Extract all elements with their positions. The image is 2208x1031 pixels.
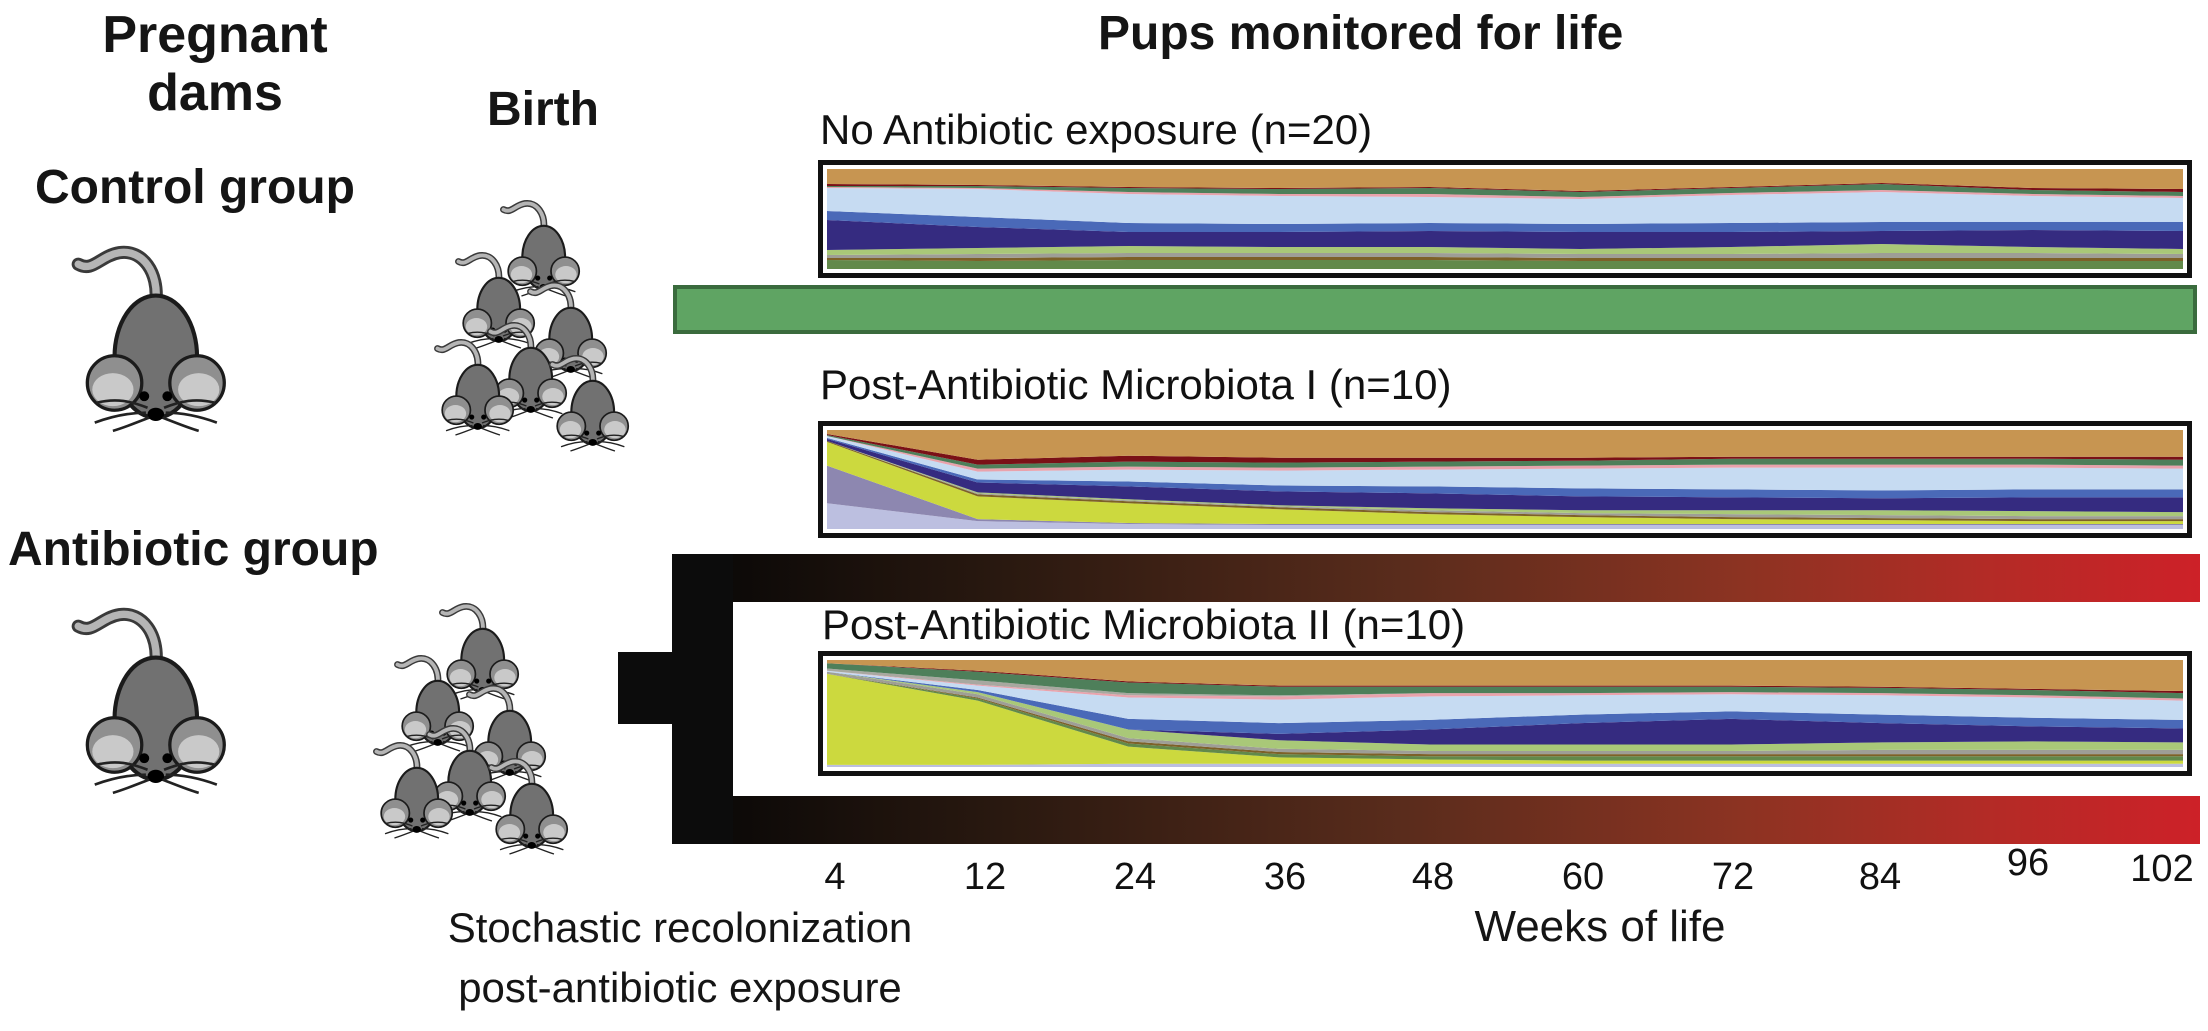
chart-post-antibiotic-1 [818,421,2192,538]
pup-icon [548,350,634,451]
area-series-steel-blue [827,671,2183,734]
stacked-area-chart [827,660,2183,767]
area-series-steel-blue [827,211,2183,232]
control-dam-mouse-icon [70,236,235,431]
chart-post-antibiotic-2 [818,651,2192,776]
area-series-sea-green [827,184,2183,197]
area-series-navy [827,220,2183,250]
chart-title-no-antibiotic: No Antibiotic exposure (n=20) [820,106,1373,153]
area-series-pale-lavender [827,503,2183,529]
area-series-dark-red [827,183,2183,192]
area-series-gray [827,253,2183,258]
stochastic-line1: Stochastic recolonization [447,904,913,951]
pregnant-dams-label: Pregnant dams [30,6,400,122]
area-series-dark-red [827,663,2183,694]
antibiotic-dam-mouse-icon [70,598,235,793]
area-series-pale-blue [827,670,2183,724]
antibiotic-timeline-branch [672,554,733,844]
antibiotic-group-label: Antibiotic group [8,523,379,576]
pup-icon [487,753,573,854]
weeks-of-life-label: Weeks of life [1474,902,1726,951]
chart-title-post-antibiotic-2: Post-Antibiotic Microbiota II (n=10) [822,601,1466,648]
area-series-navy [827,438,2183,513]
area-series-pink [827,435,2183,472]
pups-monitored-label: Pups monitored for life [1098,7,1624,60]
area-series-pink [827,187,2183,199]
x-tick: 84 [1858,856,1902,898]
stacked-area-chart [827,169,2183,269]
antibiotic-timeline-bar-2 [672,796,2200,844]
x-tick: 24 [1113,856,1157,898]
antibiotic-timeline-connector [618,652,674,724]
x-tick: 4 [824,856,846,898]
area-series-light-green [827,244,2183,255]
birth-label: Birth [487,83,599,136]
x-tick: 48 [1411,856,1455,898]
pup-icon [372,737,458,838]
x-tick: 36 [1263,856,1307,898]
area-series-tan [827,169,2183,191]
x-tick: 72 [1711,856,1755,898]
antibiotic-timeline-bar-1 [672,554,2200,602]
area-series-tan [827,430,2183,460]
area-series-pale-blue [827,188,2183,224]
area-series-olive-green [827,260,2183,269]
area-series-chartreuse [827,673,2183,765]
control-group-label: Control group [35,161,355,214]
area-series-pale-blue [827,435,2183,491]
chart-no-antibiotic [818,160,2192,278]
area-series-navy [827,671,2183,745]
x-tick: 60 [1561,856,1605,898]
area-series-dark-red [827,433,2183,465]
area-series-pink [827,670,2183,701]
area-series-sea-green [827,663,2183,699]
stochastic-recolonization-label: Stochastic recolonization post-antibioti… [360,898,1000,1018]
pregnant-dams-line1: Pregnant [102,6,328,64]
area-series-sea-green [827,434,2183,469]
pregnant-dams-line2: dams [147,64,283,122]
stochastic-line2: post-antibiotic exposure [458,964,902,1011]
area-series-gray-purple [827,465,2183,526]
stacked-area-chart [827,430,2183,529]
area-series-pale-lavender [827,763,2183,767]
x-tick: 102 [2130,848,2194,890]
x-tick: 12 [963,856,1007,898]
area-series-steel-blue [827,437,2183,499]
area-series-light-green [827,671,2183,751]
x-tick: 96 [2006,842,2050,884]
pup-icon [433,334,519,435]
area-series-tan [827,660,2183,692]
chart-title-post-antibiotic-1: Post-Antibiotic Microbiota I (n=10) [820,361,1452,408]
control-timeline-bar [673,285,2197,334]
